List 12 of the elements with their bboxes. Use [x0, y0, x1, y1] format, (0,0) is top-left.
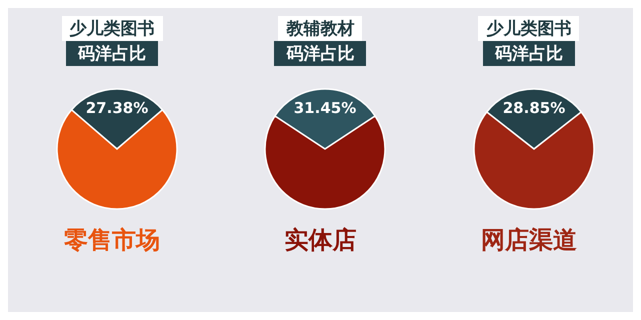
chart-title: 少儿类图书: [478, 16, 580, 41]
data-label: 31.45%: [294, 99, 357, 118]
chart-subtitle: 码洋占比: [274, 41, 366, 66]
data-label: 27.38%: [86, 99, 148, 118]
chart-subtitle: 码洋占比: [66, 41, 158, 66]
data-label: 28.85%: [502, 99, 566, 118]
text: 零售市场: [64, 225, 160, 256]
chart-title: 少儿类图书: [62, 16, 163, 41]
chart-title: 教辅教材: [278, 16, 362, 41]
chart-subtitle: 码洋占比: [482, 41, 575, 66]
text: 实体店: [284, 225, 356, 256]
text: 网店渠道: [480, 225, 577, 256]
